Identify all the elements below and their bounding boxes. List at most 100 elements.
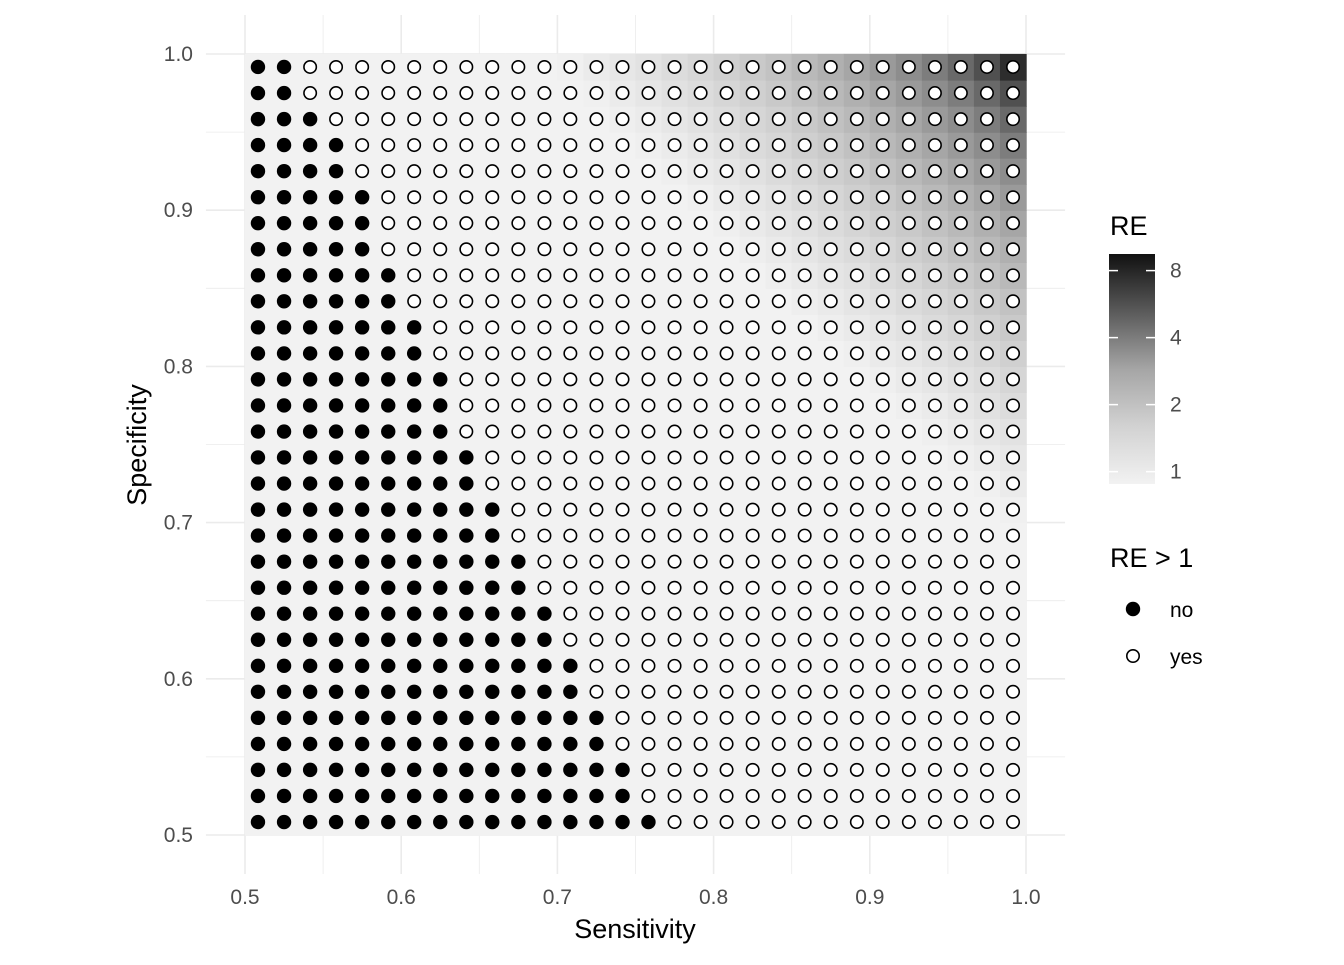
x-tick-label: 0.8 bbox=[699, 886, 728, 909]
point-no bbox=[354, 606, 370, 621]
point-yes bbox=[615, 320, 630, 335]
point-yes bbox=[615, 346, 630, 361]
point-yes bbox=[797, 580, 812, 595]
point-yes bbox=[563, 554, 578, 569]
point-yes bbox=[563, 164, 578, 179]
point-yes bbox=[901, 736, 916, 751]
point-yes bbox=[537, 320, 552, 335]
point-yes bbox=[849, 242, 864, 257]
point-yes bbox=[667, 788, 682, 803]
point-yes bbox=[953, 788, 968, 803]
point-yes bbox=[875, 476, 890, 491]
point-yes bbox=[719, 606, 734, 621]
point-no bbox=[511, 736, 526, 752]
point-yes bbox=[693, 398, 708, 413]
point-yes bbox=[329, 86, 344, 101]
point-yes bbox=[693, 815, 708, 830]
point-yes bbox=[953, 112, 968, 127]
point-no bbox=[276, 137, 292, 153]
point-yes bbox=[641, 398, 656, 413]
point-no bbox=[276, 215, 292, 231]
point-yes bbox=[901, 554, 916, 569]
point-yes bbox=[641, 346, 656, 361]
point-yes bbox=[953, 606, 968, 621]
point-yes bbox=[901, 138, 916, 153]
point-no bbox=[328, 736, 344, 752]
point-no bbox=[381, 710, 396, 726]
point-yes bbox=[485, 372, 500, 387]
point-yes bbox=[537, 554, 552, 569]
point-yes bbox=[485, 398, 500, 413]
point-no bbox=[250, 294, 266, 309]
point-yes bbox=[1006, 476, 1021, 491]
point-yes bbox=[589, 580, 604, 595]
point-yes bbox=[615, 112, 630, 127]
point-yes bbox=[823, 606, 838, 621]
point-yes bbox=[953, 86, 968, 101]
point-yes bbox=[849, 164, 864, 179]
point-no bbox=[328, 632, 344, 647]
point-no bbox=[459, 736, 474, 752]
point-yes bbox=[693, 502, 708, 517]
point-yes bbox=[381, 216, 396, 231]
point-yes bbox=[823, 320, 838, 335]
point-yes bbox=[927, 684, 942, 699]
point-yes bbox=[381, 59, 396, 74]
point-yes bbox=[797, 476, 812, 491]
point-yes bbox=[693, 788, 708, 803]
point-no bbox=[302, 788, 318, 804]
point-yes bbox=[849, 606, 864, 621]
point-yes bbox=[693, 476, 708, 491]
point-yes bbox=[875, 216, 890, 231]
point-no bbox=[406, 736, 422, 752]
point-yes bbox=[771, 346, 786, 361]
point-yes bbox=[667, 736, 682, 751]
point-no bbox=[511, 684, 526, 699]
point-yes bbox=[771, 658, 786, 673]
point-no bbox=[276, 528, 292, 543]
point-yes bbox=[1006, 216, 1021, 231]
point-yes bbox=[771, 554, 786, 569]
point-no bbox=[406, 320, 422, 335]
point-yes bbox=[953, 502, 968, 517]
point-yes bbox=[927, 632, 942, 647]
point-yes bbox=[1006, 164, 1021, 179]
point-no bbox=[328, 190, 344, 205]
point-yes bbox=[823, 580, 838, 595]
point-yes bbox=[953, 294, 968, 309]
point-no bbox=[354, 476, 370, 491]
point-no bbox=[406, 450, 422, 465]
point-yes bbox=[485, 320, 500, 335]
point-yes bbox=[797, 424, 812, 439]
point-yes bbox=[719, 242, 734, 257]
point-yes bbox=[329, 59, 344, 74]
point-yes bbox=[719, 736, 734, 751]
point-yes bbox=[667, 476, 682, 491]
point-no bbox=[276, 606, 292, 621]
point-yes bbox=[849, 554, 864, 569]
point-yes bbox=[745, 658, 760, 673]
point-yes bbox=[641, 450, 656, 465]
point-yes bbox=[927, 658, 942, 673]
point-no bbox=[302, 606, 318, 621]
point-yes bbox=[641, 112, 656, 127]
point-yes bbox=[693, 450, 708, 465]
point-yes bbox=[875, 59, 890, 74]
point-no bbox=[276, 580, 292, 595]
point-yes bbox=[641, 294, 656, 309]
point-yes bbox=[693, 112, 708, 127]
point-no bbox=[250, 528, 266, 543]
point-no bbox=[302, 111, 318, 127]
point-no bbox=[328, 398, 344, 413]
point-no bbox=[459, 476, 474, 491]
point-no bbox=[511, 710, 526, 726]
point-no bbox=[302, 424, 318, 439]
point-no bbox=[276, 320, 292, 335]
point-yes bbox=[901, 268, 916, 283]
point-yes bbox=[615, 216, 630, 231]
point-yes bbox=[849, 580, 864, 595]
point-yes bbox=[771, 216, 786, 231]
point-yes bbox=[407, 242, 422, 257]
point-yes bbox=[979, 216, 994, 231]
point-yes bbox=[693, 268, 708, 283]
